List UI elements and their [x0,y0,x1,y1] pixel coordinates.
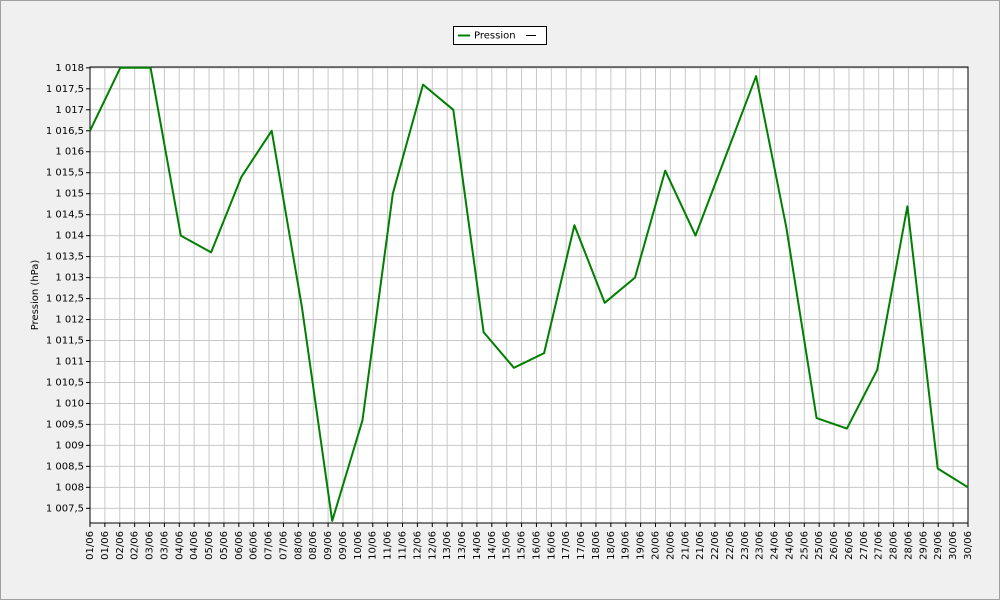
x-tick-label: 19/06 [621,531,632,560]
x-tick-label: 22/06 [725,531,736,560]
x-tick-label: 01/06 [100,531,111,560]
x-tick-label: 06/06 [234,531,245,560]
x-tick-label: 09/06 [323,531,334,560]
x-tick-label: 27/06 [859,531,870,560]
x-tick-label: 23/06 [755,531,766,560]
y-tick-label: 1 017,5 [46,84,84,95]
y-tick-label: 1 016 [55,147,84,158]
x-tick-label: 14/06 [472,531,483,560]
y-tick-label: 1 015,5 [46,168,84,179]
data-line [89,66,969,522]
x-tick-label: 26/06 [829,531,840,560]
x-tick-label: 10/06 [353,531,364,560]
x-tick-label: 18/06 [591,531,602,560]
x-tick-label: 29/06 [918,531,929,560]
y-tick-label: 1 009,5 [46,419,84,430]
x-tick-label: 07/06 [264,531,275,560]
x-tick-label: 21/06 [695,531,706,560]
x-tick-label: 20/06 [650,531,661,560]
x-tick-label: 02/06 [130,531,141,560]
x-tick-label: 18/06 [606,531,617,560]
x-tick-label: 03/06 [145,531,156,560]
legend: Pression [453,26,547,45]
y-tick-label: 1 013,5 [46,252,84,263]
legend-box [453,26,547,45]
x-tick-label: 01/06 [85,531,96,560]
x-tick-label: 22/06 [710,531,721,560]
y-tick-label: 1 013 [55,273,84,284]
x-tick-label: 03/06 [159,531,170,560]
x-tick-label: 16/06 [546,531,557,560]
x-tick-label: 21/06 [680,531,691,560]
x-tick-label: 05/06 [219,531,230,560]
y-tick-label: 1 014,5 [46,210,84,221]
x-tick-label: 11/06 [383,531,394,560]
x-tick-label: 08/06 [293,531,304,560]
x-tick-label: 26/06 [844,531,855,560]
y-tick-label: 1 008 [55,482,84,493]
y-tick-label: 1 014 [55,231,84,242]
legend-label: Pression [474,31,516,42]
x-tick-label: 24/06 [770,531,781,560]
x-tick-label: 15/06 [517,531,528,560]
y-tick-label: 1 017 [55,105,84,116]
y-tick-label: 1 015 [55,189,84,200]
y-tick-label: 1 012 [55,315,84,326]
x-tick-label: 15/06 [502,531,513,560]
x-tick-label: 19/06 [636,531,647,560]
x-tick-label: 28/06 [903,531,914,560]
plot-border [89,66,969,524]
y-tick-label: 1 011,5 [46,336,84,347]
x-tick-label: 06/06 [249,531,260,560]
x-tick-label: 12/06 [412,531,423,560]
x-tick-label: 25/06 [799,531,810,560]
x-tick-label: 16/06 [531,531,542,560]
x-tick-label: 11/06 [398,531,409,560]
x-tick-label: 28/06 [889,531,900,560]
x-tick-label: 14/06 [487,531,498,560]
x-tick-label: 02/06 [115,531,126,560]
x-tick-label: 17/06 [576,531,587,560]
x-tick-label: 30/06 [963,531,974,560]
x-tick-label: 13/06 [457,531,468,560]
x-tick-label: 05/06 [204,531,215,560]
x-tick-label: 09/06 [338,531,349,560]
y-tick-label: 1 007,5 [46,503,84,514]
x-tick-label: 07/06 [278,531,289,560]
x-tick-label: 13/06 [442,531,453,560]
x-tick-label: 29/06 [933,531,944,560]
y-tick-label: 1 016,5 [46,126,84,137]
x-tick-label: 17/06 [561,531,572,560]
x-tick-label: 30/06 [948,531,959,560]
x-tick-label: 04/06 [174,531,185,560]
y-tick-label: 1 010 [55,398,84,409]
y-tick-label: 1 010,5 [46,377,84,388]
x-tick-label: 24/06 [784,531,795,560]
y-tick-label: 1 012,5 [46,294,84,305]
y-tick-label: 1 009 [55,440,84,451]
y-tick-label: 1 008,5 [46,461,84,472]
y-tick-label: 1 018 [55,63,84,74]
y-tick-label: 1 011 [55,356,84,367]
y-axis-label: Pression (hPa) [30,260,41,331]
x-tick-label: 12/06 [427,531,438,560]
x-tick-label: 27/06 [874,531,885,560]
plot-area [90,67,968,523]
x-tick-label: 10/06 [368,531,379,560]
x-tick-label: 25/06 [814,531,825,560]
x-tick-label: 23/06 [740,531,751,560]
x-tick-label: 08/06 [308,531,319,560]
x-tick-label: 04/06 [189,531,200,560]
x-tick-label: 20/06 [665,531,676,560]
